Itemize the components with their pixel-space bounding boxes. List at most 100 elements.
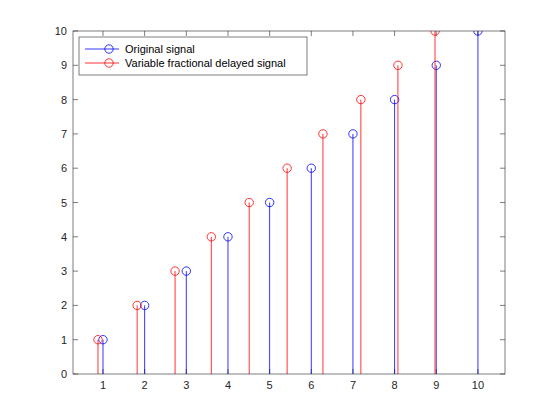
stem-line (97, 340, 98, 374)
stem-line (360, 100, 361, 374)
x-tick (227, 31, 228, 36)
y-tick (73, 168, 78, 169)
stem-line (287, 168, 288, 374)
y-tick-label: 3 (61, 265, 67, 277)
stem (94, 336, 102, 375)
legend-line (85, 63, 119, 64)
stem-line (477, 31, 478, 374)
marker (224, 233, 232, 241)
y-tick (500, 305, 505, 306)
y-tick (500, 133, 505, 134)
y-tick (500, 271, 505, 272)
data-marks (94, 31, 482, 374)
legend-label: Variable fractional delayed signal (125, 57, 286, 69)
stem (245, 198, 253, 374)
stem (394, 61, 402, 374)
marker (432, 61, 440, 69)
stem (432, 61, 440, 374)
x-tick-label: 5 (267, 379, 273, 391)
stem (140, 301, 148, 374)
stem (283, 164, 291, 374)
stem-line (137, 305, 138, 374)
series (94, 31, 439, 374)
y-tick-label: 2 (61, 299, 67, 311)
x-tick (394, 31, 395, 36)
marker (171, 267, 179, 275)
stem-line (435, 31, 436, 374)
marker (94, 336, 102, 344)
chart-svg: 12345678910012345678910Original signalVa… (0, 0, 560, 420)
x-tick (311, 31, 312, 36)
x-tick-label: 1 (100, 379, 106, 391)
x-tick-label: 2 (142, 379, 148, 391)
stem (265, 198, 273, 374)
marker (357, 95, 365, 103)
y-tick (73, 133, 78, 134)
axes: 12345678910012345678910 (55, 25, 505, 391)
x-tick (269, 31, 270, 36)
stem-line (144, 305, 145, 374)
y-tick (500, 99, 505, 100)
x-tick-label: 10 (472, 379, 484, 391)
y-tick-label: 10 (55, 25, 67, 37)
x-tick-label: 4 (225, 379, 231, 391)
x-tick-label: 6 (308, 379, 314, 391)
stem (224, 233, 232, 374)
stem (182, 267, 190, 374)
marker (105, 45, 113, 53)
stem (171, 267, 179, 374)
background (0, 0, 560, 420)
marker (394, 61, 402, 69)
stem-line (322, 134, 323, 374)
x-tick-label: 9 (433, 379, 439, 391)
stem-line (397, 65, 398, 374)
y-tick (500, 202, 505, 203)
stem (99, 336, 107, 375)
x-tick (102, 31, 103, 36)
y-tick (73, 202, 78, 203)
marker (431, 31, 439, 35)
series (99, 31, 482, 374)
y-tick (73, 271, 78, 272)
plot-area (73, 31, 505, 374)
marker (265, 198, 273, 206)
stem (357, 95, 365, 374)
stem (474, 31, 482, 374)
y-tick (73, 99, 78, 100)
stem-line (227, 237, 228, 374)
y-tick-label: 9 (61, 59, 67, 71)
marker (182, 267, 190, 275)
stem-line (394, 100, 395, 374)
stem-line (436, 65, 437, 374)
marker (474, 31, 482, 35)
y-tick (73, 339, 78, 340)
x-tick (186, 31, 187, 36)
stem-line (352, 134, 353, 374)
y-tick-label: 1 (61, 334, 67, 346)
y-tick (73, 236, 78, 237)
stem (349, 130, 357, 374)
stem-line (186, 271, 187, 374)
y-tick-label: 6 (61, 162, 67, 174)
marker (349, 130, 357, 138)
y-tick-label: 8 (61, 94, 67, 106)
y-tick (500, 168, 505, 169)
marker (319, 130, 327, 138)
marker (307, 164, 315, 172)
x-tick-label: 3 (183, 379, 189, 391)
marker (99, 336, 107, 344)
chart-container: 12345678910012345678910Original signalVa… (0, 0, 560, 420)
y-tick (73, 305, 78, 306)
y-tick-label: 7 (61, 128, 67, 140)
stem-line (211, 237, 212, 374)
x-tick-label: 7 (350, 379, 356, 391)
stem (307, 164, 315, 374)
y-tick-label: 5 (61, 197, 67, 209)
marker (105, 59, 113, 67)
stem-line (175, 271, 176, 374)
y-tick (500, 236, 505, 237)
legend-label: Original signal (125, 43, 195, 55)
stem-line (102, 340, 103, 374)
y-tick (500, 65, 505, 66)
y-tick-label: 4 (61, 231, 67, 243)
